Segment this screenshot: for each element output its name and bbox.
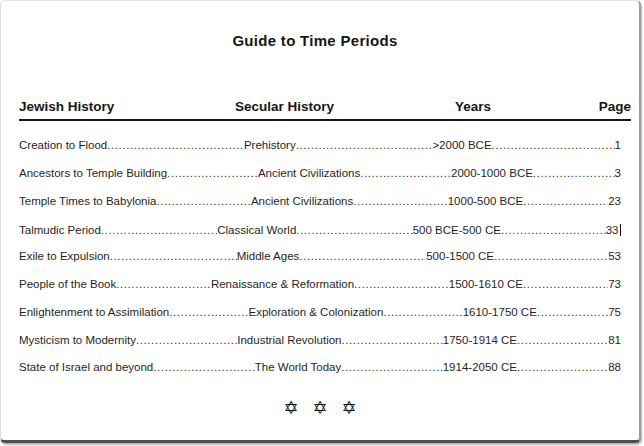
years-cell: 1610-1750 CE <box>463 306 537 318</box>
dot-leader: ........................................… <box>494 250 608 262</box>
page-number-cell: 81 <box>608 334 621 346</box>
jewish-history-cell: Creation to Flood <box>19 139 107 151</box>
page-title: Guide to Time Periods <box>1 32 629 49</box>
jewish-history-cell: Exile to Expulsion <box>19 250 110 262</box>
dot-leader: ........................................… <box>169 306 248 318</box>
page-number-cell: 1 <box>615 139 621 151</box>
dot-leader: ........................................… <box>523 195 608 207</box>
page-number-cell: 33 <box>606 222 621 236</box>
dot-leader: ........................................… <box>517 361 608 373</box>
table-row: Mysticism to Modernity .................… <box>19 334 621 362</box>
secular-history-cell: Exploration & Colonization <box>249 306 384 318</box>
dot-leader: ........................................… <box>167 167 258 179</box>
column-header-secular-history: Secular History <box>235 99 334 114</box>
jewish-history-cell: State of Israel and beyond <box>19 361 153 373</box>
table-row: State of Israel and beyond .............… <box>19 361 621 389</box>
dot-leader: ........................................… <box>101 224 217 236</box>
jewish-history-cell: Temple Times to Babylonia <box>19 195 156 207</box>
dot-leader: ........................................… <box>383 306 462 318</box>
dot-leader: ........................................… <box>153 361 254 373</box>
document-page[interactable]: Guide to Time Periods Jewish History Sec… <box>0 0 641 443</box>
dot-leader: ........................................… <box>492 139 615 151</box>
dot-leader: ........................................… <box>537 306 608 318</box>
jewish-history-cell: Ancestors to Temple Building <box>19 167 167 179</box>
dot-leader: ........................................… <box>107 139 244 151</box>
star-of-david-icon: ✡ ✡ ✡ <box>1 397 639 419</box>
years-cell: 1500-1610 CE <box>449 278 523 290</box>
jewish-history-cell: Enlightenment to Assimilation <box>19 306 169 318</box>
dot-leader: ........................................… <box>523 278 608 290</box>
secular-history-cell: The World Today <box>255 361 342 373</box>
page-number-cell: 3 <box>615 167 621 179</box>
jewish-history-cell: People of the Book <box>19 278 116 290</box>
table-row: Temple Times to Babylonia ..............… <box>19 195 621 223</box>
dot-leader: ........................................… <box>360 167 451 179</box>
secular-history-cell: Renaissance & Reformation <box>211 278 354 290</box>
dot-leader: ........................................… <box>354 278 449 290</box>
dot-leader: ........................................… <box>533 167 615 179</box>
dot-leader: ........................................… <box>517 334 608 346</box>
page-number-cell: 88 <box>608 361 621 373</box>
secular-history-cell: Industrial Revolution <box>237 334 341 346</box>
text-cursor <box>620 224 622 236</box>
page-number-cell: 23 <box>608 195 621 207</box>
secular-history-cell: Prehistory <box>244 139 296 151</box>
toc-header-row: Jewish History Secular History Years Pag… <box>19 99 631 121</box>
table-row: Enlightenment to Assimilation ..........… <box>19 306 621 334</box>
secular-history-cell: Middle Ages <box>237 250 300 262</box>
dot-leader: ........................................… <box>110 250 237 262</box>
toc-rows: Creation to Flood ......................… <box>19 139 621 389</box>
years-cell: 2000-1000 BCE <box>451 167 533 179</box>
dot-leader: ........................................… <box>341 361 442 373</box>
dot-leader: ........................................… <box>341 334 442 346</box>
years-cell: 500-1500 CE <box>426 250 494 262</box>
dot-leader: ........................................… <box>156 195 251 207</box>
dot-leader: ........................................… <box>501 224 606 236</box>
table-row: Talmudic Period ........................… <box>19 222 621 250</box>
dot-leader: ........................................… <box>296 139 433 151</box>
screenshot-stage: Guide to Time Periods Jewish History Sec… <box>0 0 644 446</box>
column-header-page: Page <box>599 99 631 114</box>
secular-history-cell: Ancient Civilizations <box>251 195 353 207</box>
years-cell: 1750-1914 CE <box>443 334 517 346</box>
page-number-cell: 53 <box>608 250 621 262</box>
years-cell: 1914-2050 CE <box>443 361 517 373</box>
page-number-cell: 73 <box>608 278 621 290</box>
years-cell: 1000-500 BCE <box>448 195 523 207</box>
dot-leader: ........................................… <box>136 334 237 346</box>
page-number-cell: 75 <box>608 306 621 318</box>
column-header-jewish-history: Jewish History <box>19 99 114 114</box>
dot-leader: ........................................… <box>116 278 211 290</box>
jewish-history-cell: Mysticism to Modernity <box>19 334 136 346</box>
dot-leader: ........................................… <box>353 195 448 207</box>
secular-history-cell: Classical World <box>217 224 296 236</box>
dot-leader: ........................................… <box>299 250 426 262</box>
table-row: Ancestors to Temple Building ...........… <box>19 167 621 195</box>
column-header-years: Years <box>455 99 491 114</box>
table-row: People of the Book .....................… <box>19 278 621 306</box>
secular-history-cell: Ancient Civilizations <box>258 167 360 179</box>
jewish-history-cell: Talmudic Period <box>19 224 101 236</box>
years-cell: 500 BCE-500 CE <box>413 224 501 236</box>
years-cell: >2000 BCE <box>432 139 491 151</box>
table-row: Exile to Expulsion .....................… <box>19 250 621 278</box>
dot-leader: ........................................… <box>296 224 412 236</box>
table-row: Creation to Flood ......................… <box>19 139 621 167</box>
